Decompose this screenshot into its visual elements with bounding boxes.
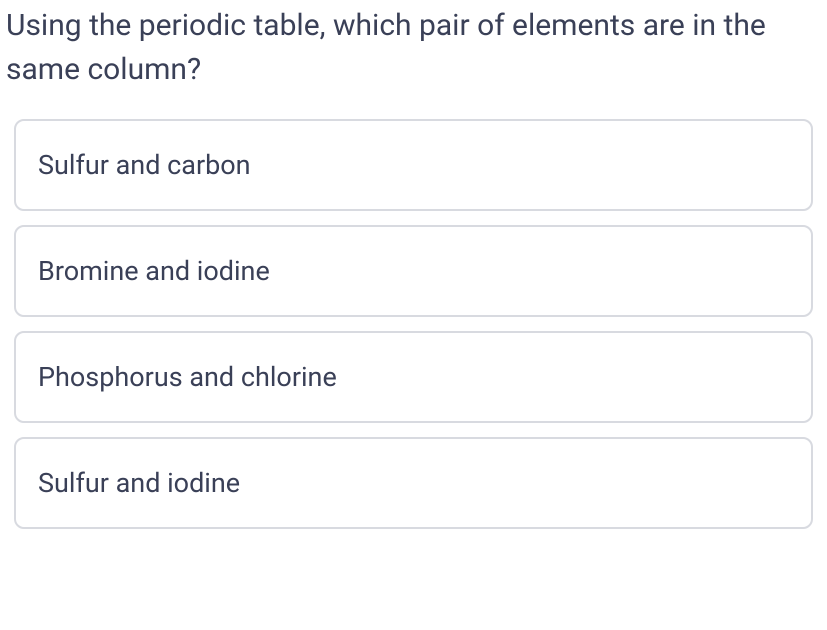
option-label: Sulfur and iodine	[38, 467, 240, 499]
option-2[interactable]: Bromine and iodine	[14, 225, 813, 317]
option-label: Bromine and iodine	[38, 255, 270, 287]
option-label: Sulfur and carbon	[38, 149, 251, 181]
option-1[interactable]: Sulfur and carbon	[14, 119, 813, 211]
option-4[interactable]: Sulfur and iodine	[14, 437, 813, 529]
question-text: Using the periodic table, which pair of …	[6, 4, 821, 91]
question-container: Using the periodic table, which pair of …	[0, 0, 827, 91]
option-3[interactable]: Phosphorus and chlorine	[14, 331, 813, 423]
option-label: Phosphorus and chlorine	[38, 361, 337, 393]
options-container: Sulfur and carbon Bromine and iodine Pho…	[0, 119, 827, 529]
